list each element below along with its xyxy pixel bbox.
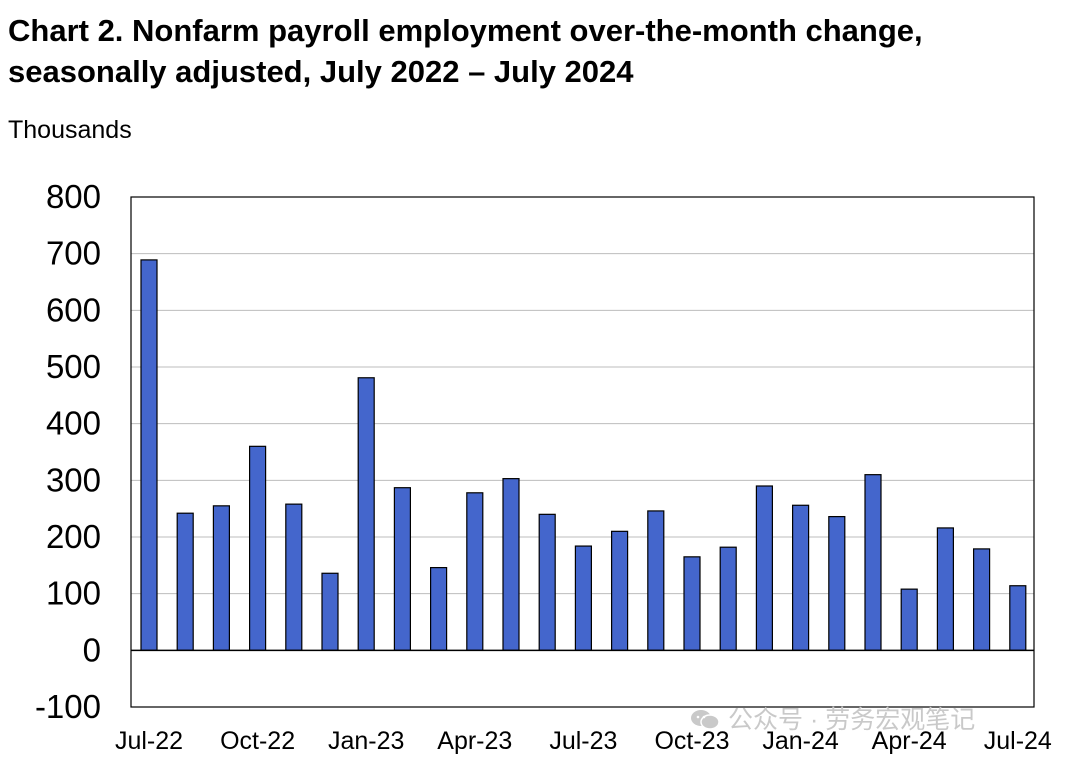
bar-jul-24 xyxy=(1009,585,1027,651)
bar-may-24 xyxy=(936,527,955,651)
bar-aug-23 xyxy=(610,530,629,651)
bar-sep-22 xyxy=(212,505,230,651)
chart-title: Chart 2. Nonfarm payroll employment over… xyxy=(8,13,923,89)
x-tick-label: Jul-24 xyxy=(984,727,1052,755)
x-tick-label: Jul-23 xyxy=(549,727,617,755)
y-tick-label: 300 xyxy=(46,461,101,498)
bar-jun-23 xyxy=(538,513,556,651)
bar-nov-23 xyxy=(719,546,737,651)
x-tick-label: Jan-23 xyxy=(328,727,404,755)
bar-sep-23 xyxy=(647,510,665,651)
plot-area-frame xyxy=(130,196,1035,708)
bar-apr-24 xyxy=(900,588,918,651)
watermark-text: 公众号 · 劳务宏观笔记 xyxy=(728,706,976,734)
bar-aug-22 xyxy=(176,512,194,651)
bar-mar-24 xyxy=(864,474,882,651)
bar-feb-24 xyxy=(828,515,846,651)
y-tick-label: 100 xyxy=(46,575,101,612)
bar-dec-22 xyxy=(321,572,339,651)
y-tick-label: 700 xyxy=(46,235,101,272)
bar-may-23 xyxy=(502,478,520,651)
wechat-icon xyxy=(691,710,720,730)
bar-feb-23 xyxy=(393,487,411,651)
y-tick-label: -100 xyxy=(35,688,101,725)
y-axis-ticks: 800 700 600 500 400 300 200 100 0 -100 xyxy=(35,178,101,725)
x-tick-label: Apr-24 xyxy=(872,727,947,755)
bar-jan-23 xyxy=(357,377,375,651)
bar-jul-22 xyxy=(140,259,158,651)
y-tick-label: 200 xyxy=(46,518,101,555)
y-tick-label: 500 xyxy=(46,348,101,385)
y-tick-label: 600 xyxy=(46,291,101,328)
bar-jul-23 xyxy=(574,545,593,651)
y-tick-label: 800 xyxy=(46,178,101,215)
x-tick-label: Jul-22 xyxy=(115,727,183,755)
x-tick-label: Apr-23 xyxy=(437,727,512,755)
bar-jun-24 xyxy=(972,548,991,651)
x-tick-label: Oct-23 xyxy=(654,727,729,755)
y-axis-unit-label: Thousands xyxy=(8,116,132,144)
bar-dec-23 xyxy=(755,485,774,651)
bar-jan-24 xyxy=(791,504,810,651)
x-tick-label: Oct-22 xyxy=(220,727,295,755)
bars xyxy=(140,259,1027,651)
bar-nov-22 xyxy=(285,503,303,651)
x-tick-label: Jan-24 xyxy=(762,727,839,755)
watermark: 公众号 · 劳务宏观笔记 xyxy=(690,700,975,736)
bar-oct-23 xyxy=(683,556,701,651)
y-tick-label: 0 xyxy=(83,631,101,668)
bar-mar-23 xyxy=(430,566,448,651)
y-tick-label: 400 xyxy=(46,405,101,442)
x-axis-ticks: Jul-22 Oct-22 Jan-23 Apr-23 Jul-23 Oct-23 Jan-… xyxy=(115,727,1052,755)
bar-apr-23 xyxy=(466,492,484,651)
bar-oct-22 xyxy=(249,445,267,651)
